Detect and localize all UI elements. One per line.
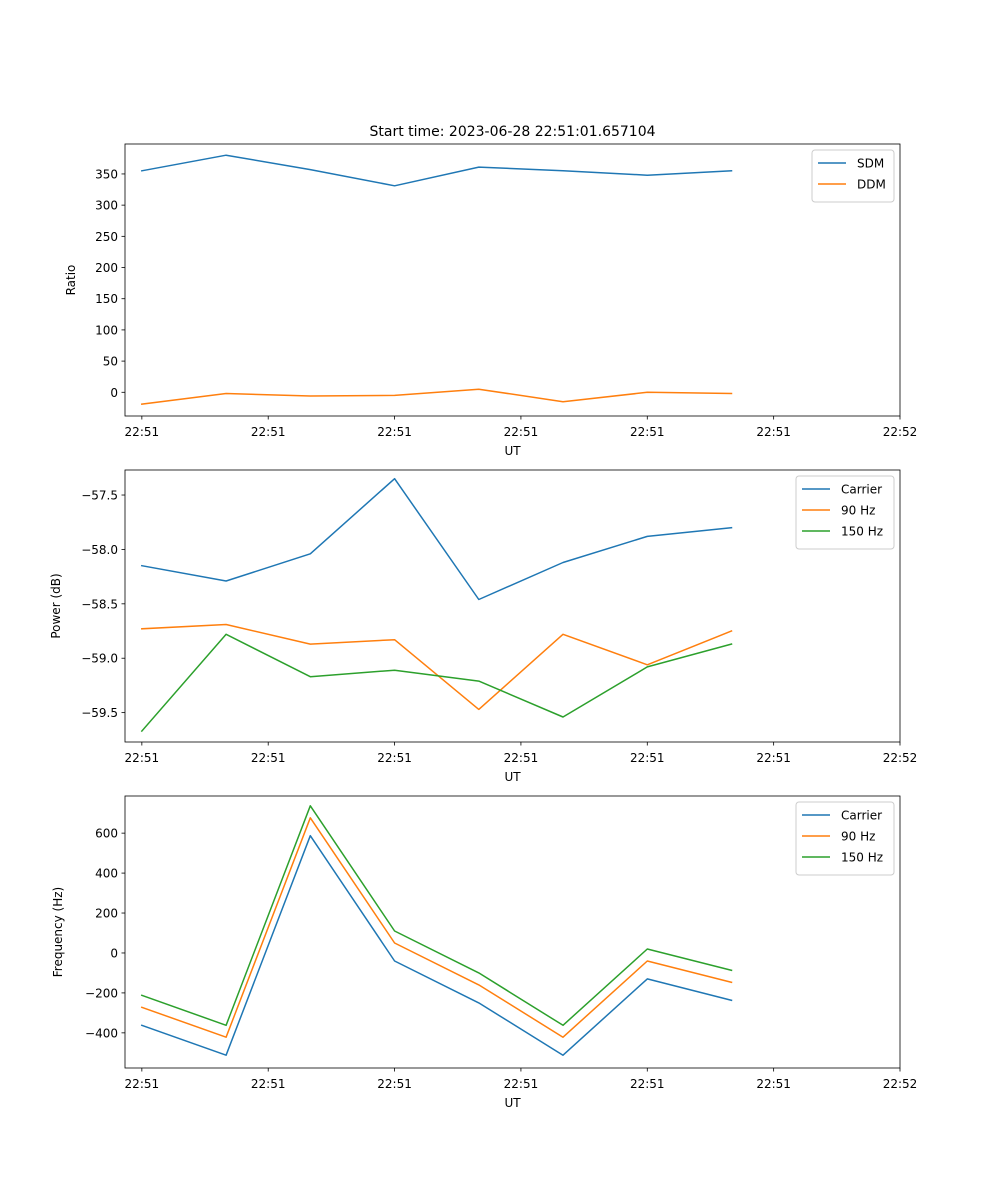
x-tick-label: 22:51 bbox=[630, 751, 665, 765]
x-tick-label: 22:51 bbox=[125, 1077, 160, 1091]
legend: Carrier 90 Hz 150 Hz bbox=[795, 475, 895, 550]
axes-frame bbox=[124, 795, 901, 1069]
x-axis-label: UT bbox=[504, 770, 521, 784]
y-axis-label: Ratio bbox=[64, 265, 78, 296]
y-tick-label: −400 bbox=[85, 1026, 118, 1040]
y-tick-label: 100 bbox=[95, 323, 118, 337]
legend-entry-3: 150 Hz bbox=[841, 525, 883, 539]
series-line-2 bbox=[140, 388, 733, 405]
chart-title: Start time: 2023-06-28 22:51:01.657104 bbox=[369, 124, 655, 140]
legend-entry-1: SDM bbox=[857, 157, 884, 171]
x-tick-label: 22:51 bbox=[125, 751, 160, 765]
x-tick-label: 22:51 bbox=[251, 751, 286, 765]
subplot-1: 22:51 22:51 22:51 22:51 22:51 22:51 22:52 0 50 10… bbox=[64, 143, 918, 458]
x-tick-label: 22:51 bbox=[125, 425, 160, 439]
legend-entry-1: Carrier bbox=[841, 483, 882, 497]
y-tick-label: 250 bbox=[95, 230, 118, 244]
y-tick-label: −200 bbox=[85, 986, 118, 1000]
x-tick-label: 22:51 bbox=[756, 1077, 791, 1091]
series-line-2 bbox=[141, 623, 733, 711]
y-tick-label: 300 bbox=[95, 199, 118, 213]
y-tick-label: −58.5 bbox=[81, 597, 118, 611]
legend: SDM DDM bbox=[811, 149, 895, 203]
y-tick-label: 200 bbox=[95, 907, 118, 921]
legend-entry-2: DDM bbox=[857, 178, 886, 192]
y-tick-label: 350 bbox=[95, 167, 118, 181]
y-tick-label: 0 bbox=[110, 386, 118, 400]
x-tick-label: 22:52 bbox=[883, 1077, 918, 1091]
x-tick-label: 22:51 bbox=[504, 425, 539, 439]
legend-entry-3: 150 Hz bbox=[841, 851, 883, 865]
x-axis-label: UT bbox=[504, 444, 521, 458]
x-tick-label: 22:52 bbox=[883, 751, 918, 765]
x-tick-label: 22:51 bbox=[377, 425, 412, 439]
x-tick-label: 22:52 bbox=[883, 425, 918, 439]
y-tick-label: −59.0 bbox=[81, 652, 118, 666]
y-tick-label: 50 bbox=[103, 355, 118, 369]
y-tick-label: 0 bbox=[110, 946, 118, 960]
legend-entry-2: 90 Hz bbox=[841, 504, 875, 518]
subplot-3: 22:51 22:51 22:51 22:51 22:51 22:51 22:52 −400 −… bbox=[51, 795, 918, 1110]
y-tick-label: 400 bbox=[95, 867, 118, 881]
x-tick-label: 22:51 bbox=[251, 425, 286, 439]
subplot-2: 22:51 22:51 22:51 22:51 22:51 22:51 22:52 −57.5… bbox=[49, 469, 918, 784]
y-tick-label: 600 bbox=[95, 827, 118, 841]
x-tick-label: 22:51 bbox=[630, 1077, 665, 1091]
y-tick-label: −57.5 bbox=[81, 489, 118, 503]
x-tick-label: 22:51 bbox=[377, 1077, 412, 1091]
series-line-3 bbox=[140, 633, 733, 733]
x-tick-label: 22:51 bbox=[377, 751, 412, 765]
y-axis-label: Frequency (Hz) bbox=[51, 887, 65, 978]
subplots-container: 22:51 22:51 22:51 22:51 22:51 22:51 22:52 0 50 10… bbox=[49, 143, 918, 1110]
series-line-1 bbox=[140, 477, 733, 601]
y-tick-label: −58.0 bbox=[81, 543, 118, 557]
legend-entry-1: Carrier bbox=[841, 809, 882, 823]
x-tick-label: 22:51 bbox=[504, 751, 539, 765]
series-line-1 bbox=[140, 834, 733, 1056]
x-tick-label: 22:51 bbox=[630, 425, 665, 439]
x-tick-label: 22:51 bbox=[251, 1077, 286, 1091]
y-axis-label: Power (dB) bbox=[49, 573, 63, 638]
x-tick-label: 22:51 bbox=[756, 751, 791, 765]
x-tick-label: 22:51 bbox=[504, 1077, 539, 1091]
x-axis-label: UT bbox=[504, 1096, 521, 1110]
y-tick-label: 200 bbox=[95, 261, 118, 275]
y-tick-label: 150 bbox=[95, 292, 118, 306]
legend: Carrier 90 Hz 150 Hz bbox=[795, 801, 895, 876]
legend-entry-2: 90 Hz bbox=[841, 830, 875, 844]
axes-frame bbox=[124, 143, 901, 417]
series-line-3 bbox=[140, 805, 733, 1027]
series-line-2 bbox=[140, 817, 733, 1038]
axes-frame bbox=[124, 469, 901, 743]
x-tick-label: 22:51 bbox=[756, 425, 791, 439]
series-line-1 bbox=[140, 154, 733, 187]
y-tick-label: −59.5 bbox=[81, 706, 118, 720]
